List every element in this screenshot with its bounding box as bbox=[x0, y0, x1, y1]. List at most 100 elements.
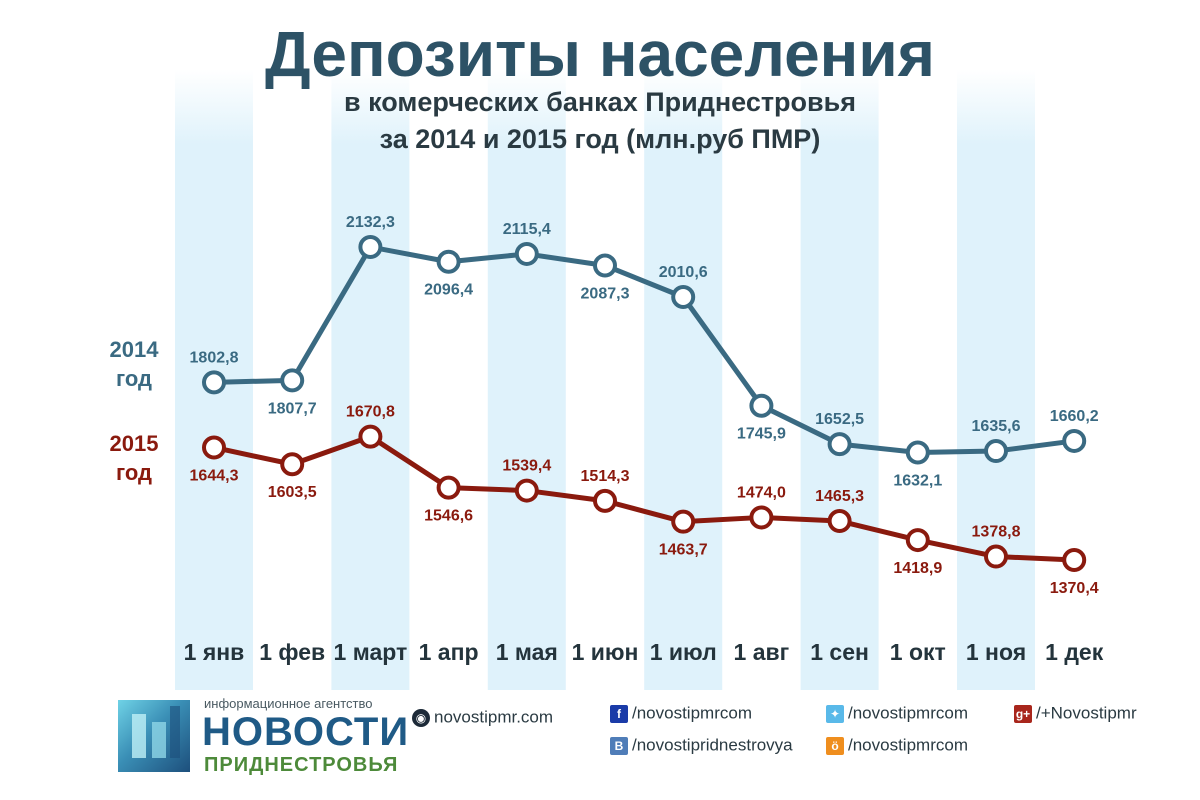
data-points bbox=[202, 235, 1087, 572]
social-googleplus-text: /+Novostipmr bbox=[1036, 703, 1137, 723]
data-point bbox=[202, 370, 226, 395]
data-label: 1465,3 bbox=[815, 488, 864, 505]
data-label: 1670,8 bbox=[346, 404, 395, 421]
data-point bbox=[671, 509, 696, 534]
vk-icon: В bbox=[610, 736, 628, 755]
data-point bbox=[436, 475, 461, 500]
social-googleplus-link[interactable]: g+/+Novostipmr bbox=[1014, 702, 1137, 724]
social-facebook-text: /novostipmrcom bbox=[632, 703, 752, 723]
globe-icon: ◉ bbox=[412, 708, 430, 727]
series-label-year: 2014 bbox=[110, 337, 160, 362]
background-stripe bbox=[800, 70, 879, 690]
data-point bbox=[905, 528, 930, 553]
chart-subtitle-line-1: в комерческих банках Приднестровья bbox=[343, 87, 856, 117]
x-tick-label: 1 июн bbox=[572, 639, 639, 665]
data-point bbox=[1062, 428, 1087, 453]
logo-subtitle: ПРИДНЕСТРОВЬЯ bbox=[204, 754, 399, 776]
footer: информационное агентство НОВОСТИ ПРИДНЕС… bbox=[0, 690, 1200, 800]
data-point bbox=[436, 249, 461, 274]
data-label: 1632,1 bbox=[893, 472, 942, 489]
data-label: 1802,8 bbox=[190, 349, 239, 366]
series-label-year: 2015 bbox=[110, 431, 159, 456]
x-tick-label: 1 апр bbox=[419, 639, 479, 665]
data-point bbox=[749, 505, 774, 530]
data-label: 1745,9 bbox=[737, 426, 786, 443]
data-point bbox=[984, 544, 1008, 569]
data-point bbox=[905, 440, 930, 465]
background-stripe bbox=[644, 70, 723, 690]
data-label: 1539,4 bbox=[502, 458, 551, 475]
background-stripe bbox=[331, 70, 410, 690]
series-lines bbox=[213, 244, 1075, 563]
data-label: 1546,6 bbox=[424, 508, 473, 525]
data-label: 2096,4 bbox=[424, 282, 473, 299]
data-label: 1603,5 bbox=[268, 484, 317, 501]
data-label: 1474,0 bbox=[737, 484, 786, 501]
x-tick-label: 1 авг bbox=[734, 639, 790, 665]
data-point bbox=[514, 478, 539, 503]
background-stripe bbox=[487, 70, 566, 690]
data-point bbox=[827, 509, 852, 534]
data-point bbox=[358, 424, 383, 449]
data-point bbox=[749, 393, 774, 418]
x-tick-label: 1 фев bbox=[259, 639, 325, 665]
data-labels: 1802,8 1807,7 2132,3 2096,4 2115,4 2087,3 2010… bbox=[190, 214, 1099, 597]
series-line bbox=[213, 434, 1075, 563]
social-twitter-link[interactable]: ✦/novostipmrcom bbox=[826, 702, 968, 724]
social-vk-text: /novostipridnestrovya bbox=[632, 735, 793, 755]
x-tick-label: 1 окт bbox=[890, 639, 946, 665]
data-label: 1635,6 bbox=[972, 418, 1021, 435]
logo-caption: информационное агентство bbox=[204, 696, 373, 711]
data-label: 1418,9 bbox=[893, 560, 942, 577]
social-twitter-text: /novostipmrcom bbox=[848, 703, 968, 723]
data-label: 1644,3 bbox=[190, 467, 239, 484]
data-point bbox=[593, 253, 617, 278]
x-tick-label: 1 мая bbox=[496, 639, 558, 665]
data-point bbox=[1062, 548, 1087, 572]
data-label: 2010,6 bbox=[659, 264, 708, 281]
data-label: 2087,3 bbox=[581, 285, 630, 302]
twitter-icon: ✦ bbox=[826, 704, 844, 723]
data-label: 1378,8 bbox=[972, 524, 1021, 541]
x-tick-label: 1 дек bbox=[1045, 639, 1104, 665]
x-tick-label: 1 янв bbox=[184, 639, 245, 665]
x-tick-label: 1 сен bbox=[810, 639, 869, 665]
series-label-unit: год bbox=[116, 460, 152, 485]
social-vk-link[interactable]: В/novostipridnestrovya bbox=[610, 734, 793, 756]
background-stripe bbox=[957, 70, 1035, 690]
data-label: 1370,4 bbox=[1050, 580, 1099, 597]
data-point bbox=[280, 452, 305, 477]
data-point bbox=[593, 488, 617, 513]
series-line bbox=[213, 244, 1075, 455]
data-label: 1807,7 bbox=[268, 400, 317, 417]
data-label: 1514,3 bbox=[581, 468, 630, 485]
data-label: 1652,5 bbox=[815, 411, 864, 428]
x-tick-label: 1 март bbox=[334, 639, 408, 665]
background-stripes bbox=[175, 70, 1035, 690]
social-facebook-link[interactable]: f/novostipmrcom bbox=[610, 702, 752, 724]
chart-title: Депозиты населения bbox=[265, 18, 935, 90]
data-label: 1660,2 bbox=[1050, 408, 1099, 425]
data-label: 2115,4 bbox=[503, 221, 551, 238]
logo-name: НОВОСТИ bbox=[202, 710, 410, 754]
ok-icon: ö bbox=[826, 736, 844, 755]
social-odnoklassniki-link[interactable]: ö/novostipmrcom bbox=[826, 734, 968, 756]
data-label: 2132,3 bbox=[346, 214, 395, 231]
social-odnoklassniki-text: /novostipmrcom bbox=[848, 735, 968, 755]
data-point bbox=[984, 439, 1008, 464]
x-tick-label: 1 ноя bbox=[966, 639, 1026, 665]
data-point bbox=[827, 432, 852, 457]
data-point bbox=[358, 235, 383, 259]
data-point bbox=[671, 284, 696, 309]
data-point bbox=[202, 435, 226, 460]
x-axis-tick-labels: 1 янв 1 фев 1 март 1 апр 1 мая 1 июн 1 июл 1 ав… bbox=[184, 639, 1104, 665]
series-labels: 2014 год 2015 год bbox=[110, 337, 160, 485]
data-label: 1463,7 bbox=[659, 542, 708, 559]
googleplus-icon: g+ bbox=[1014, 704, 1032, 723]
x-tick-label: 1 июл bbox=[650, 639, 717, 665]
social-site-text: novostipmr.com bbox=[434, 707, 554, 727]
social-site-link[interactable]: ◉ novostipmr.com bbox=[412, 706, 553, 728]
data-point bbox=[514, 241, 539, 266]
data-point bbox=[280, 368, 305, 393]
